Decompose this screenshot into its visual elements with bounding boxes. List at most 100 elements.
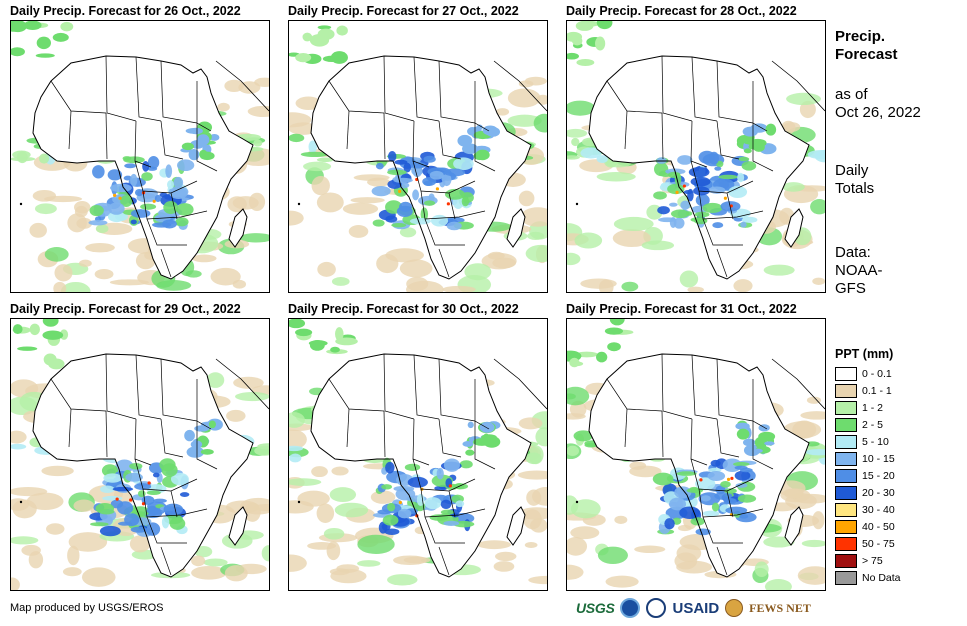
land-precip-patch [680, 200, 691, 210]
ocean-precip-patch [517, 470, 547, 480]
ocean-precip-patch [206, 372, 225, 388]
ocean-precip-patch [385, 248, 424, 263]
coastal-precip-patch [48, 358, 65, 370]
east-africa-precip-patch [735, 422, 750, 430]
ocean-precip-patch [528, 575, 547, 585]
data-source-line: Data: [835, 244, 871, 261]
ocean-precip-patch [194, 545, 213, 558]
ocean-precip-patch [567, 386, 590, 406]
ocean-precip-patch [73, 499, 95, 512]
ocean-precip-patch [641, 240, 675, 251]
usgs-logo: USGS [576, 600, 615, 616]
ocean-precip-patch [62, 567, 82, 577]
ocean-precip-patch [567, 100, 596, 116]
land-precip-patch [669, 202, 678, 207]
country-border [134, 458, 198, 492]
island-marker [575, 500, 579, 504]
ocean-precip-patch [613, 216, 654, 232]
land-precip-patch [670, 209, 690, 219]
ocean-precip-patch [311, 466, 328, 478]
country-border [702, 218, 743, 246]
land-precip-patch [702, 202, 723, 213]
island-marker [297, 500, 301, 504]
ocean-precip-patch [53, 281, 67, 292]
forecast-panel: Daily Precip. Forecast for 31 Oct., 2022 [566, 300, 836, 591]
country-border [170, 192, 178, 220]
intense-cell [682, 184, 686, 188]
intense-cell [398, 189, 402, 193]
country-border [105, 410, 108, 458]
ocean-precip-patch [526, 489, 542, 506]
intense-cell [147, 481, 151, 485]
country-border [690, 160, 754, 194]
country-border [698, 190, 764, 220]
east-africa-precip-patch [748, 143, 761, 150]
land-precip-patch [115, 459, 134, 474]
ocean-precip-patch [393, 555, 427, 566]
legend-label: 30 - 40 [862, 504, 895, 516]
panel-title: Daily Precip. Forecast for 26 Oct., 2022 [10, 4, 241, 18]
noaa-logo-icon [620, 598, 641, 618]
land-precip-patch [161, 463, 178, 477]
band-precip-patch [38, 153, 50, 164]
ocean-precip-patch [233, 376, 264, 389]
legend-label: 50 - 75 [862, 538, 895, 550]
land-precip-patch [167, 180, 174, 190]
ocean-precip-patch [621, 281, 639, 292]
land-precip-patch [720, 480, 731, 488]
country-border [383, 410, 386, 458]
ocean-precip-patch [44, 247, 69, 262]
land-precip-patch [385, 461, 395, 474]
legend-swatch [835, 520, 857, 534]
africa-precip-map [289, 25, 547, 292]
land-precip-patch [169, 188, 188, 199]
ocean-precip-patch [326, 541, 341, 561]
country-border [624, 110, 628, 150]
country-border [105, 112, 108, 160]
legend-swatch [835, 418, 857, 432]
country-border [661, 55, 693, 122]
country-border [752, 123, 774, 172]
ocean-precip-patch [317, 261, 336, 277]
country-border [196, 421, 218, 470]
land-precip-patch [142, 161, 150, 172]
land-precip-patch [441, 173, 452, 187]
band-precip-patch [254, 445, 269, 456]
east-africa-precip-patch [765, 123, 777, 136]
ocean-precip-patch [387, 574, 418, 586]
land-precip-patch [404, 463, 421, 471]
ocean-precip-patch [68, 532, 108, 552]
land-precip-patch [423, 200, 436, 206]
ocean-precip-patch [567, 252, 581, 266]
ocean-precip-patch [570, 526, 600, 540]
land-precip-patch [725, 506, 748, 515]
coastal-precip-patch [295, 328, 313, 337]
land-precip-patch [407, 476, 428, 488]
ocean-precip-patch [109, 279, 149, 286]
country-border [160, 418, 184, 458]
land-precip-patch [385, 215, 398, 223]
partner-logos: USGS USAID FEWS NET [576, 594, 811, 622]
country-border [690, 458, 754, 492]
country-border [661, 410, 664, 458]
madagascar-outline [784, 208, 804, 248]
country-border [68, 110, 72, 150]
panel-title: Daily Precip. Forecast for 29 Oct., 2022 [10, 302, 241, 316]
land-precip-patch [424, 497, 442, 510]
country-border [170, 490, 178, 518]
land-precip-patch [130, 173, 138, 187]
legend-label: 40 - 50 [862, 521, 895, 533]
ocean-precip-patch [580, 278, 617, 289]
legend-label: 0.1 - 1 [862, 385, 892, 397]
land-precip-patch [88, 220, 108, 226]
ocean-precip-patch [295, 96, 322, 110]
ocean-precip-patch [357, 534, 395, 555]
land-precip-patch [382, 514, 399, 526]
land-precip-patch [734, 470, 751, 481]
land-precip-patch [117, 521, 133, 526]
legend-label: 20 - 30 [862, 487, 895, 499]
ocean-precip-patch [342, 202, 379, 215]
ocean-precip-patch [495, 551, 517, 562]
land-precip-patch [702, 510, 720, 517]
ocean-precip-patch [135, 252, 156, 270]
